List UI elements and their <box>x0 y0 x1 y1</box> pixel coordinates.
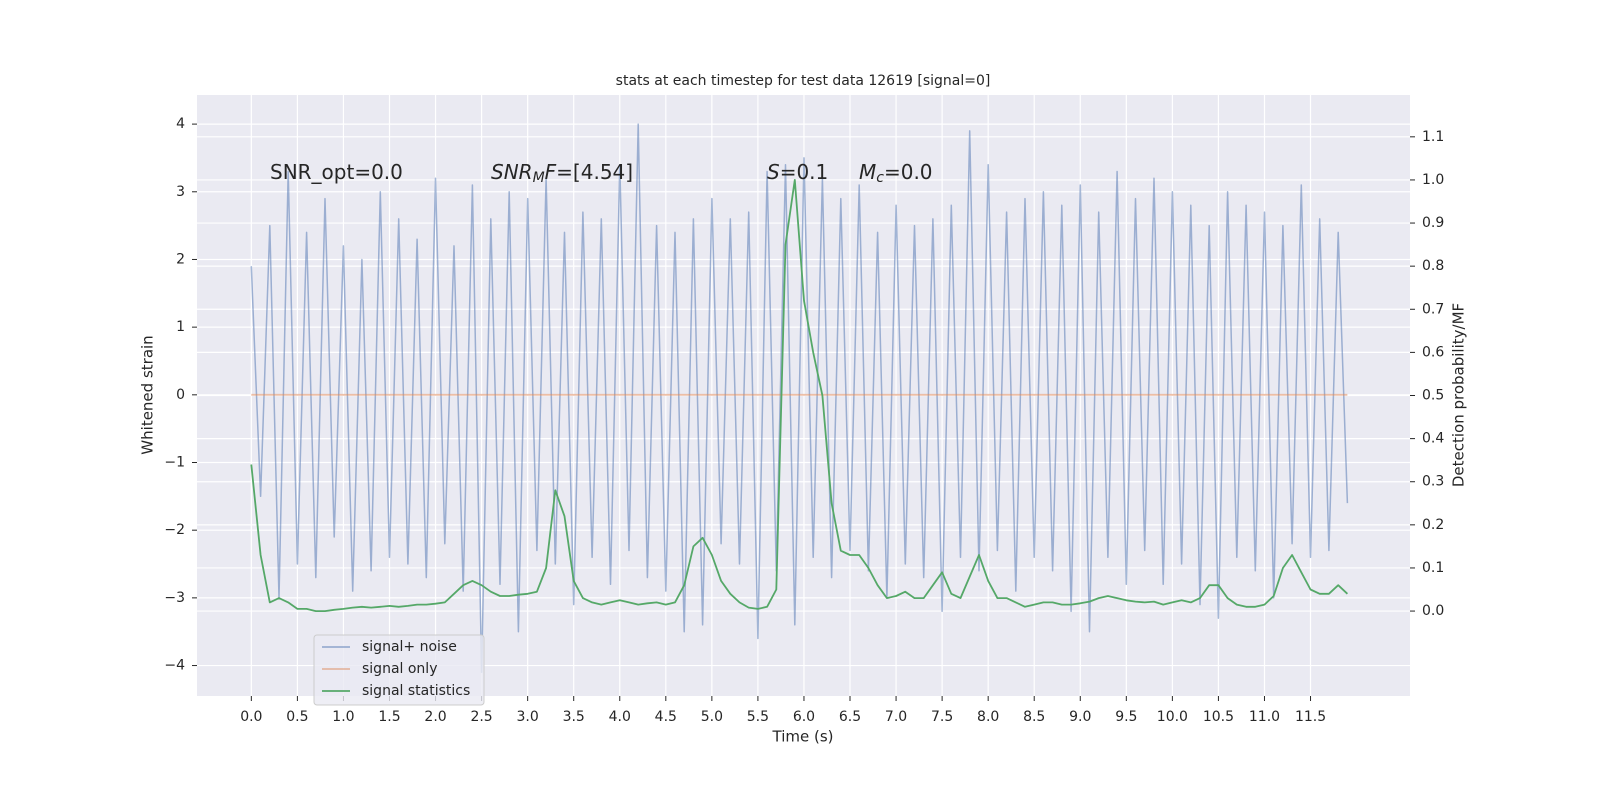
chart-title: stats at each timestep for test data 126… <box>616 73 991 89</box>
x-tick-label: 1.0 <box>332 709 354 725</box>
annotation-part: F <box>545 160 557 184</box>
y2-tick-label: 0.5 <box>1422 388 1444 404</box>
y2-tick-label: 0.1 <box>1422 560 1444 576</box>
x-tick-label: 10.0 <box>1157 709 1188 725</box>
x-tick-label: 9.0 <box>1069 709 1091 725</box>
x-tick-label: 7.5 <box>931 709 953 725</box>
x-tick-label: 8.0 <box>977 709 999 725</box>
x-tick-label: 4.5 <box>655 709 677 725</box>
x-tick-label: 11.5 <box>1295 709 1326 725</box>
y-tick-label: 0 <box>176 387 185 403</box>
x-tick-label: 6.0 <box>793 709 815 725</box>
x-tick-label: 3.5 <box>563 709 585 725</box>
annotation-part: S <box>767 160 780 184</box>
x-tick-label: 0.0 <box>240 709 262 725</box>
y-tick-label: 1 <box>176 319 185 335</box>
y-tick-label: 4 <box>176 116 185 132</box>
annotation-part: =0.0 <box>884 160 933 184</box>
annotation: SNR_opt=0.0 <box>270 160 403 184</box>
x-tick-label: 5.0 <box>701 709 723 725</box>
annotation: S=0.1 <box>767 160 828 184</box>
y2-tick-label: 1.1 <box>1422 129 1444 145</box>
y-tick-label: 2 <box>176 251 185 267</box>
x-tick-label: 8.5 <box>1023 709 1045 725</box>
x-tick-label: 9.5 <box>1115 709 1137 725</box>
annotation-part: =[4.54] <box>556 160 633 184</box>
y2-tick-label: 1.0 <box>1422 172 1444 188</box>
x-tick-label: 5.5 <box>747 709 769 725</box>
annotation: Mc=0.0 <box>859 160 933 187</box>
y2-tick-label: 0.9 <box>1422 215 1444 231</box>
legend-box <box>313 634 485 706</box>
series-line <box>250 123 1349 674</box>
annotation-part: M <box>859 160 876 184</box>
annotation-part: M <box>533 170 545 186</box>
x-tick-label: 3.0 <box>517 709 539 725</box>
legend-label: signal statistics <box>362 683 470 699</box>
annotation: SNRMF=[4.54] <box>491 160 633 187</box>
annotation-part: SNR <box>491 160 533 184</box>
y2-tick-label: 0.7 <box>1422 301 1444 317</box>
y-tick-label: −4 <box>164 658 185 674</box>
y2-tick-label: 0.4 <box>1422 431 1444 447</box>
y-tick-label: 3 <box>176 184 185 200</box>
y-tick-label: −1 <box>164 455 185 471</box>
x-axis-label: Time (s) <box>772 728 834 746</box>
series-line <box>250 178 1349 612</box>
x-tick-label: 7.0 <box>885 709 907 725</box>
legend-label: signal only <box>362 661 437 677</box>
y-tick-label: −2 <box>164 522 185 538</box>
x-tick-label: 0.5 <box>286 709 308 725</box>
y-tick-label: −3 <box>164 590 185 606</box>
y2-tick-label: 0.3 <box>1422 474 1444 490</box>
y2-tick-label: 0.0 <box>1422 603 1444 619</box>
y2-tick-label: 0.2 <box>1422 517 1444 533</box>
annotation-part: SNR_opt=0.0 <box>270 160 403 184</box>
y2-tick-label: 0.6 <box>1422 344 1444 360</box>
x-tick-label: 1.5 <box>378 709 400 725</box>
y2-tick-label: 0.8 <box>1422 258 1444 274</box>
x-tick-label: 11.0 <box>1249 709 1280 725</box>
legend-label: signal+ noise <box>362 639 457 655</box>
x-tick-label: 6.5 <box>839 709 861 725</box>
x-tick-label: 2.5 <box>470 709 492 725</box>
annotation-part: c <box>876 170 884 186</box>
y-axis-label: Whitened strain <box>139 335 157 454</box>
y2-axis-label: Detection probability/MF <box>1450 303 1468 487</box>
x-tick-label: 4.0 <box>609 709 631 725</box>
x-tick-label: 2.0 <box>424 709 446 725</box>
x-tick-label: 10.5 <box>1203 709 1234 725</box>
annotation-part: =0.1 <box>780 160 829 184</box>
